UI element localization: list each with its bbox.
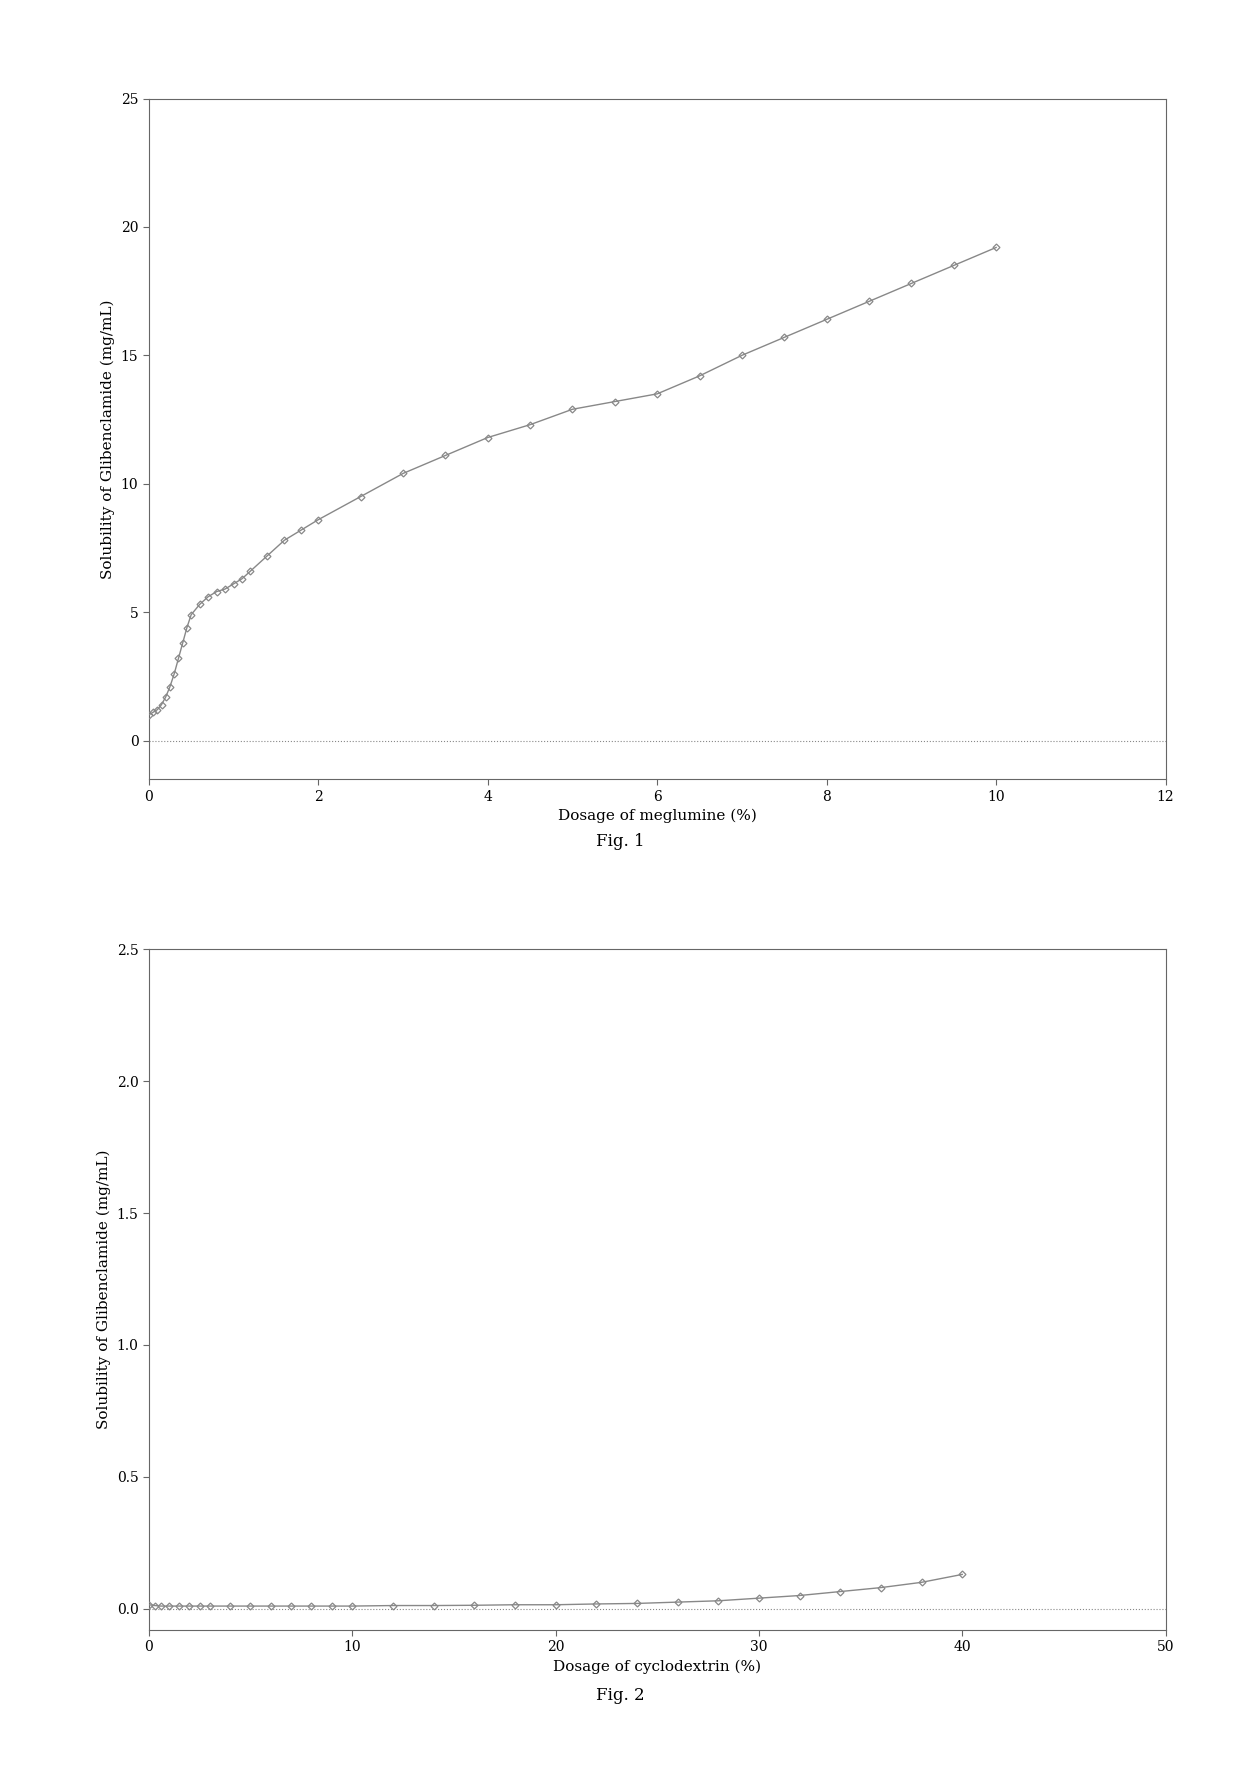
X-axis label: Dosage of meglumine (%): Dosage of meglumine (%)	[558, 810, 756, 824]
Text: Fig. 2: Fig. 2	[595, 1687, 645, 1703]
X-axis label: Dosage of cyclodextrin (%): Dosage of cyclodextrin (%)	[553, 1660, 761, 1675]
Text: Fig. 1: Fig. 1	[595, 833, 645, 849]
Y-axis label: Solubility of Glibenclamide (mg/mL): Solubility of Glibenclamide (mg/mL)	[97, 1150, 110, 1429]
Y-axis label: Solubility of Glibenclamide (mg/mL): Solubility of Glibenclamide (mg/mL)	[100, 299, 115, 578]
